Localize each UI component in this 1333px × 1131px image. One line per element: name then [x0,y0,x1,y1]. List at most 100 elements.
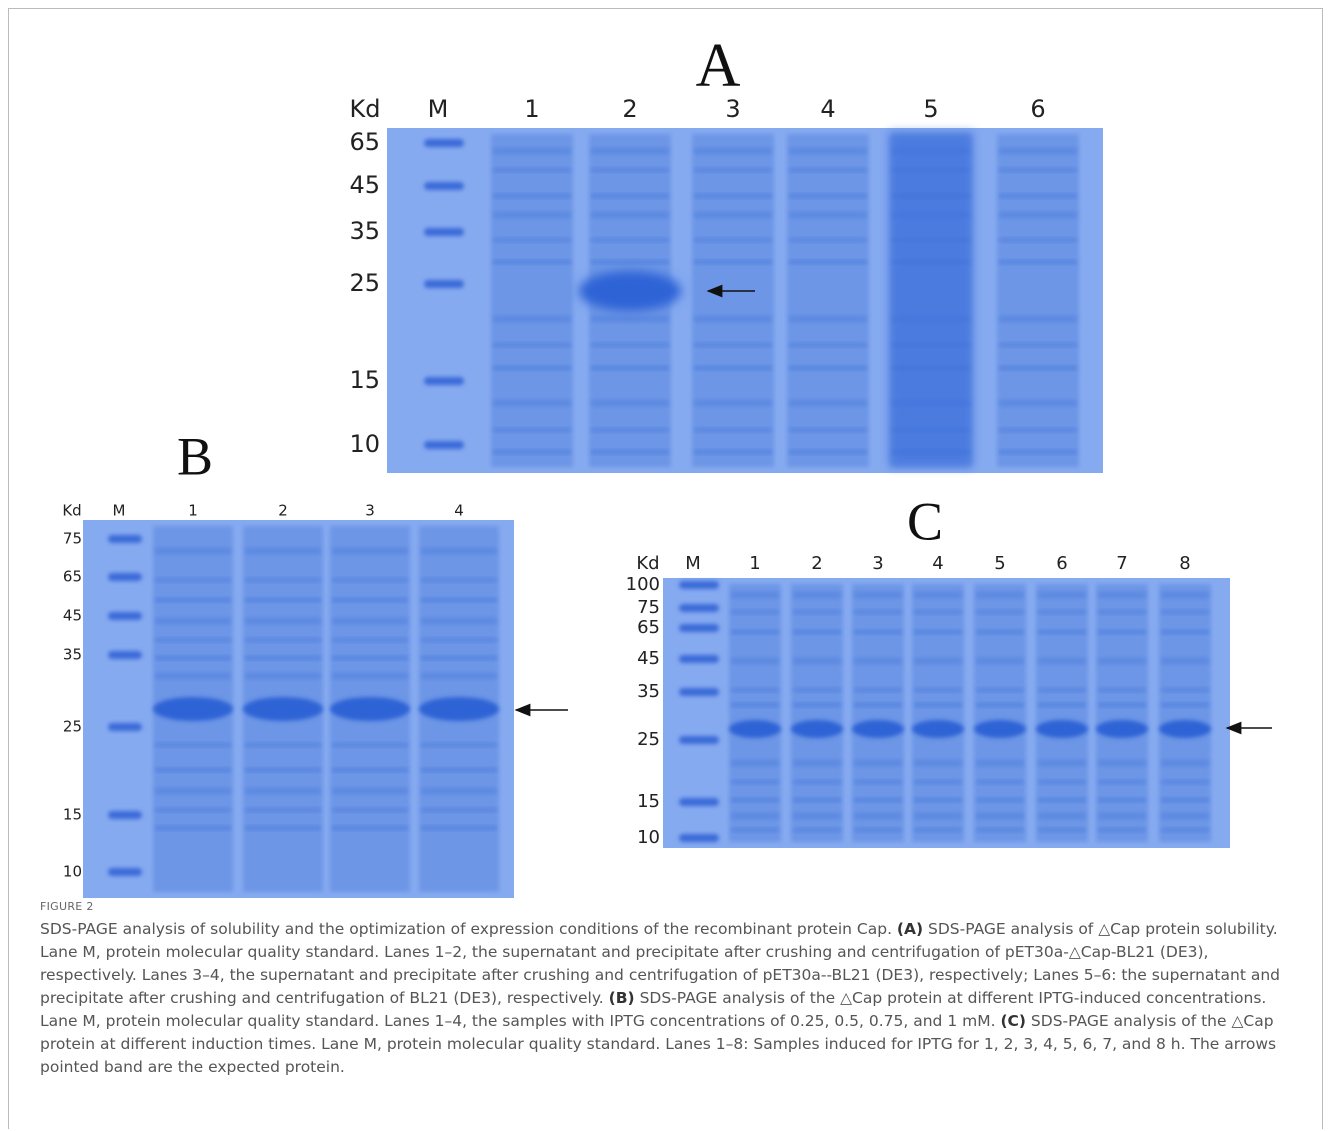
size-label: 15 [637,791,660,812]
target-band [330,697,410,721]
gel-band [421,788,497,794]
gel-band [1098,592,1146,598]
target-band [419,697,499,721]
target-band [974,720,1026,738]
gel-band [591,316,669,322]
gel-band [493,316,571,322]
ladder-band [679,655,719,663]
ladder-band [108,811,142,819]
gel-band [976,813,1024,819]
lane-label: 4 [454,502,464,520]
gel-lane [787,134,869,467]
gel-band [731,798,779,802]
gel-band [421,578,497,582]
ladder-band [108,612,142,620]
gel-band [914,610,962,614]
gel-band [914,798,962,802]
gel-band [1098,658,1146,664]
gel-band [854,610,902,614]
gel-band [976,760,1024,766]
gel-band [245,808,321,812]
gel-band [591,343,669,347]
gel-band [421,548,497,554]
ladder-band [679,624,719,632]
ladder-band [108,868,142,876]
gel-band [854,688,902,692]
gel-band [793,658,841,664]
gel-band [731,630,779,634]
gel-band [591,194,669,198]
gel-band [999,238,1077,242]
gel-band [793,813,841,819]
gel-band [976,828,1024,832]
size-label: 65 [349,128,380,156]
gel-lane [1036,584,1088,842]
gel-band [1098,828,1146,832]
gel-band [155,618,231,624]
target-band [243,697,323,721]
gel-band [245,578,321,582]
target-band [729,720,781,738]
target-band [1096,720,1148,738]
gel-band [591,366,669,370]
target-band [912,720,964,738]
gel-band [493,238,571,242]
caption-panel-ref: (B) [609,989,635,1007]
gel-band [245,548,321,554]
gel-band [789,148,867,154]
gel-band [332,548,408,554]
gel-band [789,194,867,198]
gel-band [155,808,231,812]
gel-band [421,598,497,602]
gel-band [332,638,408,642]
gel-band [854,658,902,664]
gel-band [914,630,962,634]
gel-band [854,780,902,784]
gel-band [789,400,867,406]
gel-band [694,450,772,454]
size-label: 65 [637,617,660,638]
figure-label: FIGURE 2 [40,900,94,913]
size-label: 25 [63,718,82,736]
size-label: 35 [63,646,82,664]
ladder-band [108,535,142,543]
gel-band [999,194,1077,198]
gel-band [731,688,779,692]
gel-band [1161,813,1209,819]
gel-band [591,168,669,172]
gel-lane [1159,584,1211,842]
size-label: 25 [349,269,380,297]
unit-label: Kd [62,502,81,520]
gel-band [789,343,867,347]
figure: AKdM123456654535251510BKdM12347565453525… [0,0,1333,900]
ladder-band [424,182,464,190]
gel-band [999,148,1077,154]
gel-band [731,828,779,832]
panel-letter: C [907,491,943,551]
ladder-band [108,651,142,659]
gel-band [731,592,779,598]
gel-band [694,212,772,218]
gel-band [976,703,1024,707]
caption-panel-ref: (C) [1000,1012,1026,1030]
ladder-band [108,573,142,581]
gel-band [793,780,841,784]
caption-panel-ref: (A) [897,920,923,938]
gel-band [789,428,867,432]
gel-band [332,743,408,747]
gel-band [793,798,841,802]
gel-band [731,610,779,614]
ladder-band [424,377,464,385]
gel-band [854,828,902,832]
size-label: 10 [349,430,380,458]
lane-label: 5 [994,553,1005,574]
gel-band [1098,610,1146,614]
gel-band [493,400,571,406]
size-label: 45 [63,607,82,625]
gel-band [1161,610,1209,614]
lane-label: 3 [725,95,740,123]
lane-label: 2 [811,553,822,574]
gel-lane [491,134,573,467]
gel-band [591,260,669,264]
target-band [579,271,682,311]
